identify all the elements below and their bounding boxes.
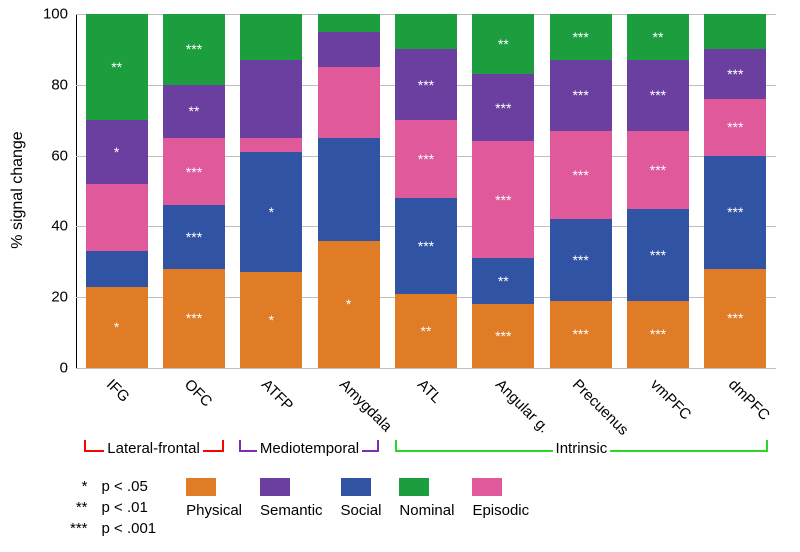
bar-segment-social: *** <box>395 198 457 294</box>
legend-label: Physical <box>186 502 242 519</box>
bar: **** <box>86 14 148 368</box>
bar-segment-episodic <box>318 67 380 138</box>
y-tick-label: 40 <box>51 218 68 235</box>
bar-segment-semantic <box>240 60 302 138</box>
y-tick-label: 0 <box>60 360 68 377</box>
bar-segment-nominal: *** <box>550 14 612 60</box>
bar-segment-physical: *** <box>550 301 612 368</box>
bar-segment-social: * <box>240 152 302 272</box>
legend-label: Social <box>341 502 382 519</box>
bar: *********** <box>395 14 457 368</box>
bar: ************** <box>163 14 225 368</box>
bar-segment-episodic: *** <box>163 138 225 205</box>
bar-segment-social <box>86 251 148 286</box>
y-tick-label: 60 <box>51 147 68 164</box>
bar-segment-physical: ** <box>395 294 457 368</box>
bar-segment-semantic: *** <box>627 60 689 131</box>
bar-segment-physical: *** <box>472 304 534 368</box>
y-tick-label: 80 <box>51 76 68 93</box>
bar-segment-nominal <box>395 14 457 49</box>
bar-segment-social: *** <box>163 205 225 269</box>
bar-segment-episodic: *** <box>627 131 689 209</box>
y-tick-label: 100 <box>43 6 68 23</box>
y-tick-label: 20 <box>51 289 68 306</box>
bar-segment-social: *** <box>704 156 766 269</box>
group-label: Intrinsic <box>553 440 611 457</box>
bar-container: ****************************************… <box>76 14 776 368</box>
bar: *************** <box>550 14 612 368</box>
sig-stars: *** <box>70 520 88 537</box>
legend-swatch <box>260 478 290 496</box>
legend: * p < .05 ** p < .01 *** p < .001 Physical Sem… <box>70 478 750 537</box>
group-brackets: Lateral-frontal Mediotemporal Intrinsic <box>76 440 776 470</box>
bar-segment-nominal: ** <box>86 14 148 120</box>
bar-segment-physical: * <box>318 241 380 368</box>
bar: ************* <box>472 14 534 368</box>
bar: ************ <box>704 14 766 368</box>
sig-label: p < .001 <box>102 520 157 537</box>
bar-segment-nominal <box>318 14 380 32</box>
bar-segment-social: *** <box>550 219 612 300</box>
bar-segment-physical: *** <box>627 301 689 368</box>
bar: ** <box>240 14 302 368</box>
sig-stars: ** <box>70 499 88 516</box>
bar-segment-nominal: ** <box>627 14 689 60</box>
color-legend: Physical Semantic Social Nominal Episodic <box>186 478 547 519</box>
legend-swatch <box>341 478 371 496</box>
bar-segment-nominal: *** <box>163 14 225 85</box>
bar-segment-semantic: * <box>86 120 148 184</box>
legend-label: Semantic <box>260 502 323 519</box>
legend-swatch <box>399 478 429 496</box>
legend-label: Nominal <box>399 502 454 519</box>
figure: % signal change 020406080100 ***********… <box>0 0 800 552</box>
bar-segment-episodic: *** <box>704 99 766 156</box>
bar-segment-episodic <box>240 138 302 152</box>
bar-segment-social: ** <box>472 258 534 304</box>
gridline <box>76 368 776 369</box>
bar-segment-semantic: *** <box>550 60 612 131</box>
bar-segment-social <box>318 138 380 241</box>
bar-segment-episodic <box>86 184 148 251</box>
sig-stars: * <box>70 478 88 495</box>
bar-segment-nominal: ** <box>472 14 534 74</box>
bar-segment-nominal <box>704 14 766 49</box>
bar-segment-episodic: *** <box>472 141 534 258</box>
bar-segment-semantic: *** <box>704 49 766 99</box>
legend-swatch <box>472 478 502 496</box>
bar-segment-semantic <box>318 32 380 67</box>
sig-label: p < .01 <box>102 499 157 516</box>
bar: * <box>318 14 380 368</box>
legend-label: Episodic <box>472 502 529 519</box>
bar-segment-episodic: *** <box>550 131 612 220</box>
group-label: Lateral-frontal <box>104 440 203 457</box>
bar: ************** <box>627 14 689 368</box>
significance-legend: * p < .05 ** p < .01 *** p < .001 <box>70 478 156 537</box>
legend-swatch <box>186 478 216 496</box>
bar-segment-nominal <box>240 14 302 60</box>
sig-label: p < .05 <box>102 478 157 495</box>
plot-area: 020406080100 ***************************… <box>76 14 776 368</box>
y-axis-title: % signal change <box>9 131 27 248</box>
bar-segment-semantic: ** <box>163 85 225 138</box>
bar-segment-physical: *** <box>163 269 225 368</box>
group-label: Mediotemporal <box>257 440 362 457</box>
bar-segment-social: *** <box>627 209 689 301</box>
bar-segment-semantic: *** <box>472 74 534 141</box>
bar-segment-semantic: *** <box>395 49 457 120</box>
bar-segment-physical: * <box>86 287 148 368</box>
bar-segment-physical: * <box>240 272 302 368</box>
bar-segment-physical: *** <box>704 269 766 368</box>
bar-segment-episodic: *** <box>395 120 457 198</box>
